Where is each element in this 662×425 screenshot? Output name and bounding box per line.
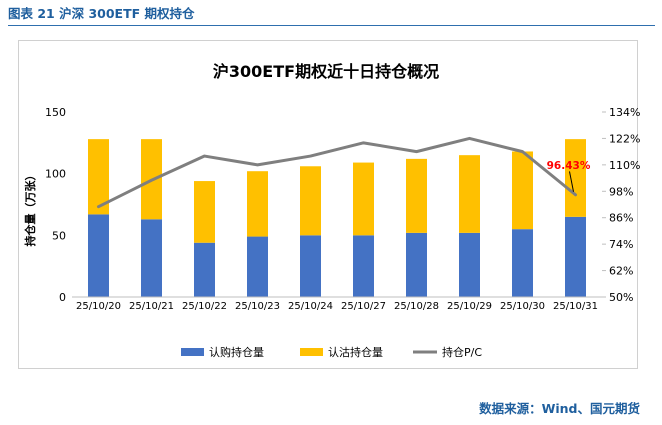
x-tick-label: 25/10/27	[341, 301, 386, 312]
y2-tick-label: 62%	[609, 265, 633, 278]
bar-put	[300, 166, 321, 236]
bar-call	[88, 214, 109, 297]
x-tick-label: 25/10/21	[129, 301, 174, 312]
legend-label-pc: 持仓P/C	[442, 345, 482, 359]
bar-call	[247, 236, 268, 297]
y-tick-label: 100	[45, 168, 66, 181]
axes-group: 0 50 100 150 50% 62% 74% 86% 98% 110% 122% 134% 25/1…	[45, 106, 640, 312]
bar-put	[247, 171, 268, 237]
x-tick-label: 25/10/20	[76, 301, 121, 312]
legend-label-put: 认沽持仓量	[328, 345, 383, 359]
x-tick-label: 25/10/22	[182, 301, 227, 312]
source-note: 数据来源：Wind、国元期货	[479, 401, 640, 416]
bar-put	[194, 181, 215, 243]
y2-tick-label: 50%	[609, 291, 633, 304]
y2-tick-label: 74%	[609, 238, 633, 251]
x-tick-label: 25/10/24	[288, 301, 333, 312]
y2-tick-label: 122%	[609, 132, 640, 145]
chart-frame	[18, 40, 638, 369]
y-tick-label: 0	[59, 291, 66, 304]
bar-call	[300, 235, 321, 297]
chart-title: 沪300ETF期权近十日持仓概况	[213, 62, 439, 81]
x-tick-label: 25/10/23	[235, 301, 280, 312]
legend-label-call: 认购持仓量	[209, 345, 264, 359]
y-axis-label: 持仓量（万张）	[23, 170, 37, 247]
legend-swatch-call	[181, 348, 204, 356]
x-tick-label: 25/10/31	[553, 301, 598, 312]
annotation-label: 96.43%	[547, 160, 591, 172]
y2-tick-label: 98%	[609, 185, 633, 198]
bar-put	[565, 139, 586, 217]
bar-put	[406, 158, 427, 233]
bar-call	[141, 219, 162, 297]
bar-put	[88, 139, 109, 215]
y-tick-label: 50	[52, 229, 66, 242]
y2-tick-label: 134%	[609, 106, 640, 119]
x-tick-label: 25/10/30	[500, 301, 545, 312]
caption-rule	[8, 25, 655, 26]
x-tick-label: 25/10/29	[447, 301, 492, 312]
bar-call	[353, 235, 374, 297]
y2-tick-label: 86%	[609, 212, 633, 225]
pc-line	[97, 136, 577, 209]
bar-call	[565, 216, 586, 297]
bar-put	[353, 162, 374, 236]
legend: 认购持仓量 认沽持仓量 持仓P/C	[181, 345, 482, 359]
y-tick-label: 150	[45, 106, 66, 119]
annotation-leader	[569, 171, 574, 192]
bar-put	[512, 151, 533, 230]
x-tick-label: 25/10/28	[394, 301, 439, 312]
bar-call	[512, 229, 533, 297]
figure-caption: 图表 21 沪深 300ETF 期权持仓	[8, 6, 195, 21]
legend-swatch-put	[300, 348, 323, 356]
bar-call	[194, 242, 215, 297]
bar-call	[406, 232, 427, 297]
bar-put	[459, 155, 480, 233]
bar-call	[459, 232, 480, 297]
pc-line-group: 96.43%	[97, 136, 591, 209]
y2-tick-label: 110%	[609, 159, 640, 172]
bars-group	[88, 139, 586, 297]
